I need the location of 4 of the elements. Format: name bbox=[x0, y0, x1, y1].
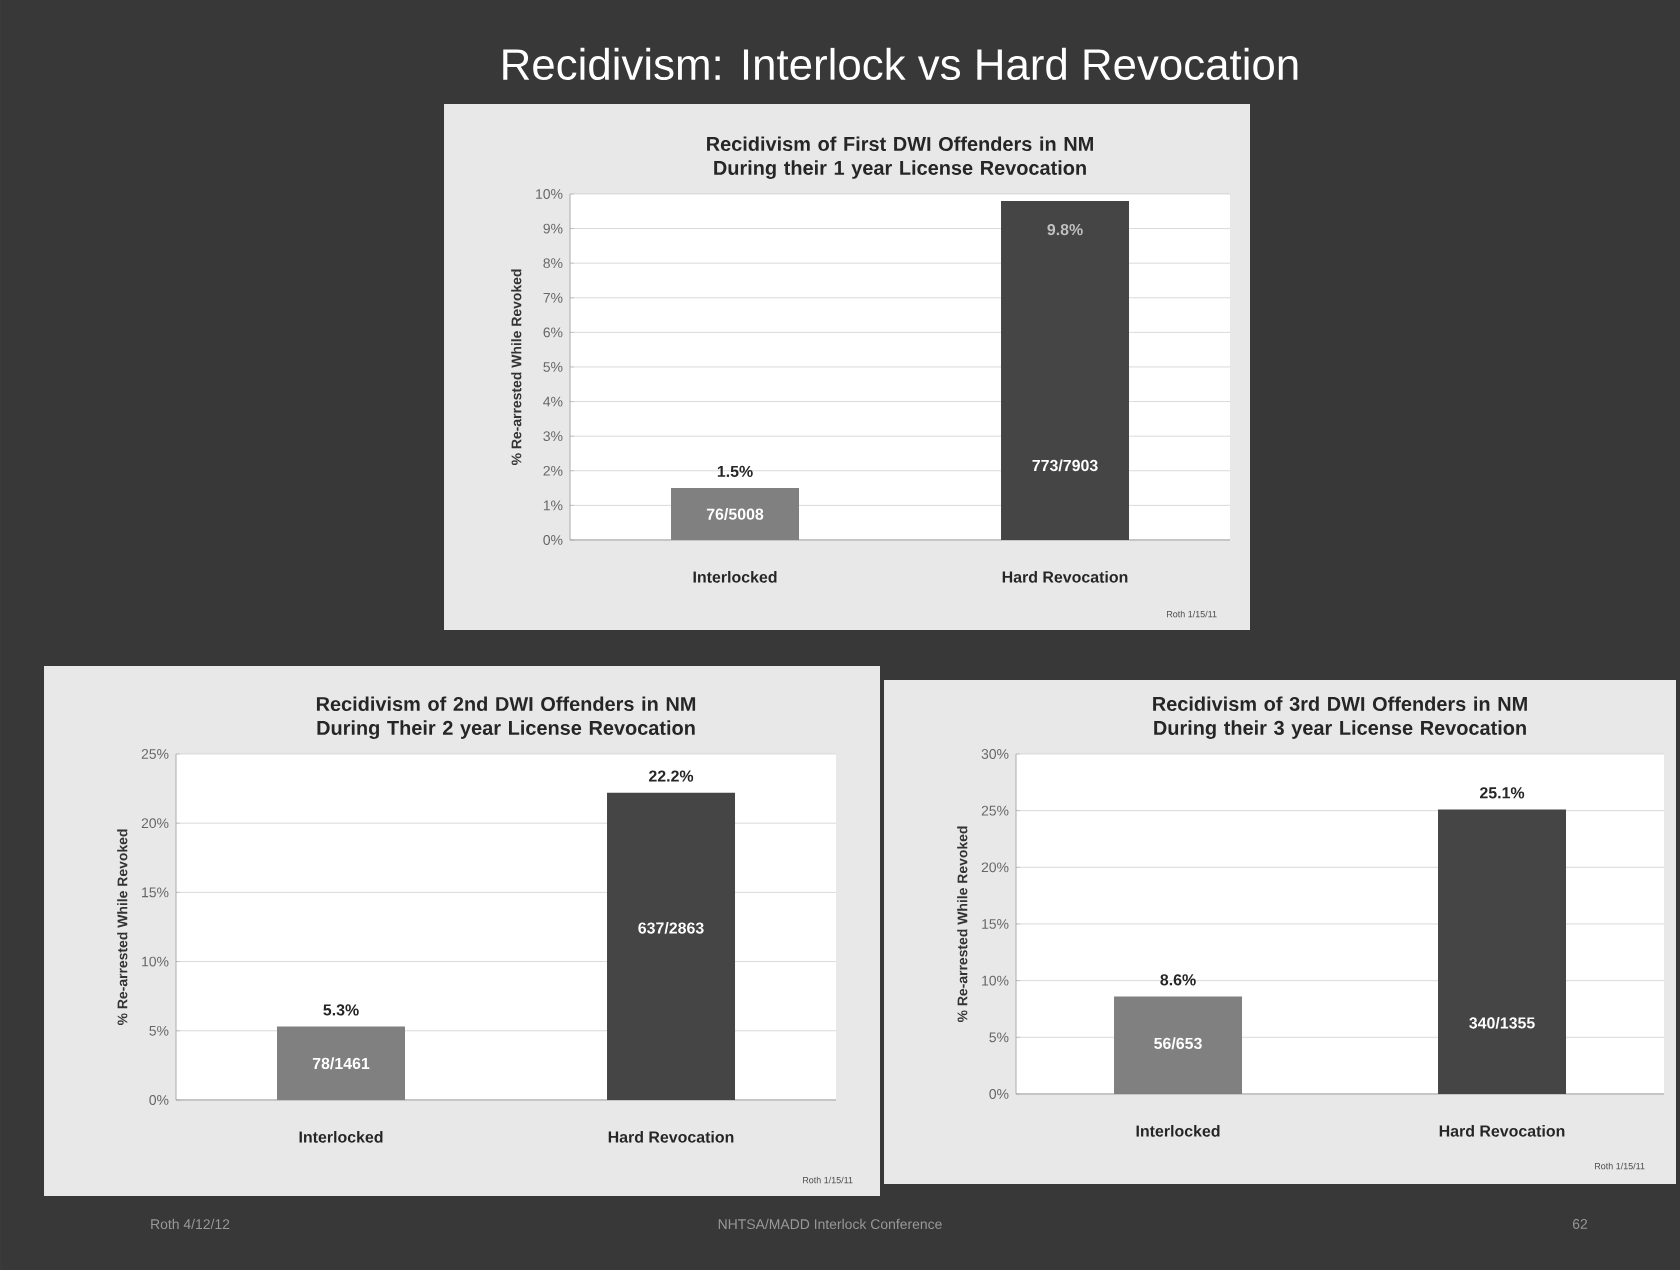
text: Recidivism: Interlock vs Hard Revocation bbox=[503, 47, 1298, 81]
chart-title: Recidivism of 3rd DWI Offenders in NM During their 3 year License Revocation bbox=[1153, 696, 1527, 739]
chart-title: Recidivism of First DWI Offenders in NM During their 1 year License Revocation bbox=[707, 136, 1093, 179]
chart-title: Recidivism of 2nd DWI Offenders in NM During Their 2 year License Revocation bbox=[316, 696, 696, 739]
